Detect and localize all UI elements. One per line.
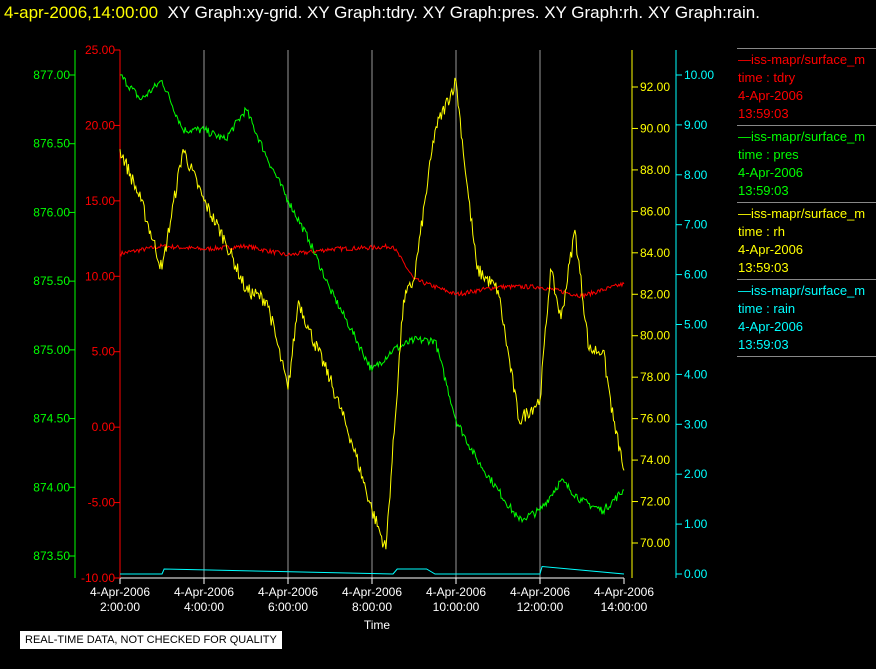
x-tick-date: 4-Apr-2006 <box>426 585 486 599</box>
rain-tick-label: 1.00 <box>684 517 708 531</box>
rain-tick-label: 7.00 <box>684 218 708 232</box>
rh-tick-label: 86.00 <box>640 204 670 218</box>
quality-note: REAL-TIME DATA, NOT CHECKED FOR QUALITY <box>20 631 282 649</box>
pres-tick-label: 874.00 <box>33 480 70 494</box>
pres-tick-label: 876.00 <box>33 205 70 219</box>
series-rh <box>119 77 625 550</box>
rain-tick-label: 10.00 <box>684 68 714 82</box>
legend-entry-tdry: —iss-mapr/surface_m time : tdry 4-Apr-2006… <box>737 48 876 125</box>
rh-tick-label: 78.00 <box>640 370 670 384</box>
pres-tick-label: 876.50 <box>33 137 70 151</box>
rain-tick-label: 2.00 <box>684 467 708 481</box>
rh-tick-label: 80.00 <box>640 329 670 343</box>
legend-date: 4-Apr-2006 <box>738 165 804 180</box>
rain-tick-label: 9.00 <box>684 118 708 132</box>
x-tick-time: 4:00:00 <box>184 600 224 614</box>
tdry-tick-label: 0.00 <box>92 420 116 434</box>
tdry-tick-label: 5.00 <box>92 345 116 359</box>
legend-label: time : rain <box>738 301 796 316</box>
legend-label: time : rh <box>738 224 785 239</box>
pres-tick-label: 877.00 <box>33 68 70 82</box>
header: 4-apr-2006,14:00:00 XY Graph:xy-grid. XY… <box>4 3 760 23</box>
pres-tick-label: 873.50 <box>33 549 70 563</box>
x-tick-time: 8:00:00 <box>352 600 392 614</box>
tdry-tick-label: 10.00 <box>85 269 115 283</box>
header-timestamp: 4-apr-2006,14:00:00 <box>4 3 159 22</box>
x-tick-time: 10:00:00 <box>433 600 480 614</box>
x-tick-date: 4-Apr-2006 <box>174 585 234 599</box>
header-titles: XY Graph:xy-grid. XY Graph:tdry. XY Grap… <box>167 3 760 22</box>
rh-tick-label: 88.00 <box>640 163 670 177</box>
legend-entry-rh: —iss-mapr/surface_m time : rh 4-Apr-2006 13… <box>737 202 876 279</box>
rh-tick-label: 92.00 <box>640 80 670 94</box>
legend-name: iss-mapr/surface_m <box>751 283 866 298</box>
series-tdry <box>119 242 625 300</box>
rain-tick-label: 3.00 <box>684 417 708 431</box>
legend-time: 13:59:03 <box>738 260 789 275</box>
rh-tick-label: 74.00 <box>640 453 670 467</box>
tdry-tick-label: -5.00 <box>88 496 116 510</box>
rh-tick-label: 84.00 <box>640 246 670 260</box>
x-axis-label: Time <box>364 618 391 632</box>
x-tick-date: 4-Apr-2006 <box>594 585 654 599</box>
rh-tick-label: 90.00 <box>640 121 670 135</box>
pres-tick-label: 875.50 <box>33 274 70 288</box>
tdry-tick-label: 15.00 <box>85 194 115 208</box>
tdry-tick-label: -10.00 <box>81 571 115 585</box>
legend-name: iss-mapr/surface_m <box>751 52 866 67</box>
rh-tick-label: 76.00 <box>640 412 670 426</box>
x-tick-time: 12:00:00 <box>517 600 564 614</box>
pres-tick-label: 875.00 <box>33 343 70 357</box>
legend-name: iss-mapr/surface_m <box>751 129 866 144</box>
x-tick-time: 14:00:00 <box>601 600 648 614</box>
rh-tick-label: 70.00 <box>640 536 670 550</box>
x-tick-date: 4-Apr-2006 <box>90 585 150 599</box>
rh-tick-label: 82.00 <box>640 287 670 301</box>
rain-tick-label: 6.00 <box>684 268 708 282</box>
legend-entry-rain: —iss-mapr/surface_m time : rain 4-Apr-2006… <box>737 279 876 357</box>
legend-date: 4-Apr-2006 <box>738 242 804 257</box>
rain-tick-label: 0.00 <box>684 567 708 581</box>
series-rain <box>120 565 625 575</box>
legend: —iss-mapr/surface_m time : tdry 4-Apr-2006… <box>737 48 876 357</box>
legend-date: 4-Apr-2006 <box>738 319 804 334</box>
series-pres <box>119 74 625 524</box>
x-tick-date: 4-Apr-2006 <box>510 585 570 599</box>
legend-time: 13:59:03 <box>738 183 789 198</box>
rain-tick-label: 5.00 <box>684 318 708 332</box>
rain-tick-label: 8.00 <box>684 168 708 182</box>
x-tick-time: 2:00:00 <box>100 600 140 614</box>
rain-tick-label: 4.00 <box>684 367 708 381</box>
legend-label: time : pres <box>738 147 799 162</box>
x-tick-date: 4-Apr-2006 <box>342 585 402 599</box>
pres-tick-label: 874.50 <box>33 412 70 426</box>
legend-time: 13:59:03 <box>738 337 789 352</box>
legend-entry-pres: —iss-mapr/surface_m time : pres 4-Apr-2006… <box>737 125 876 202</box>
x-tick-date: 4-Apr-2006 <box>258 585 318 599</box>
x-tick-time: 6:00:00 <box>268 600 308 614</box>
legend-label: time : tdry <box>738 70 796 85</box>
legend-time: 13:59:03 <box>738 106 789 121</box>
rh-tick-label: 72.00 <box>640 495 670 509</box>
tdry-tick-label: 20.00 <box>85 118 115 132</box>
tdry-tick-label: 25.00 <box>85 43 115 57</box>
legend-name: iss-mapr/surface_m <box>751 206 866 221</box>
legend-date: 4-Apr-2006 <box>738 88 804 103</box>
